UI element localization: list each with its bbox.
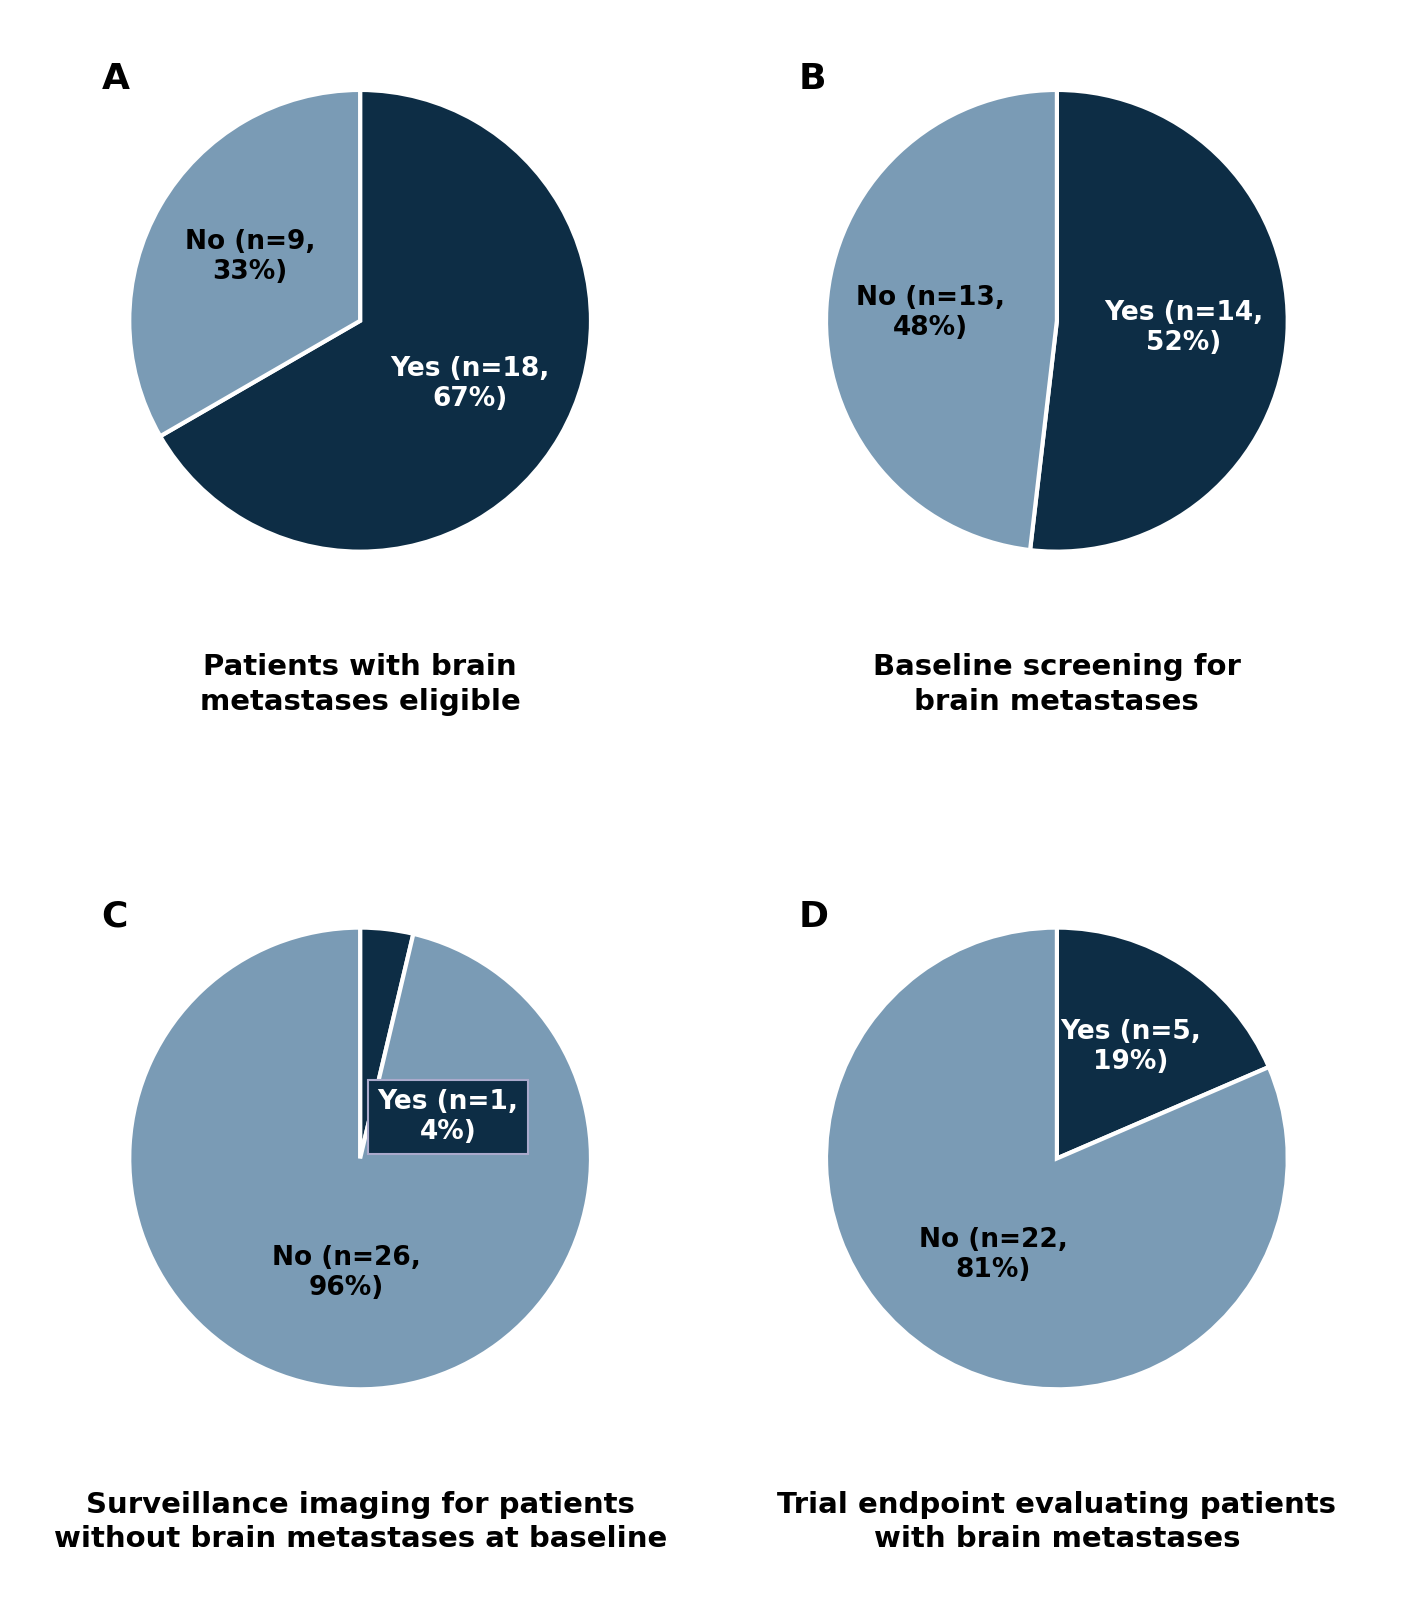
Wedge shape (160, 90, 591, 551)
Text: No (n=22,
81%): No (n=22, 81%) (920, 1227, 1068, 1283)
Text: Trial endpoint evaluating patients
with brain metastases: Trial endpoint evaluating patients with … (778, 1491, 1336, 1554)
Wedge shape (129, 927, 591, 1390)
Text: D: D (798, 899, 829, 933)
Text: No (n=9,
33%): No (n=9, 33%) (184, 229, 316, 285)
Text: No (n=26,
96%): No (n=26, 96%) (272, 1244, 421, 1301)
Text: No (n=13,
48%): No (n=13, 48%) (856, 285, 1005, 342)
Wedge shape (1057, 927, 1268, 1159)
Text: Surveillance imaging for patients
without brain metastases at baseline: Surveillance imaging for patients withou… (54, 1491, 667, 1554)
Text: Yes (n=14,
52%): Yes (n=14, 52%) (1104, 300, 1263, 356)
Text: B: B (798, 63, 826, 97)
Text: Yes (n=1,
4%): Yes (n=1, 4%) (377, 1088, 519, 1145)
Wedge shape (360, 927, 414, 1159)
Wedge shape (826, 90, 1057, 550)
Text: Baseline screening for
brain metastases: Baseline screening for brain metastases (873, 653, 1241, 716)
Text: Yes (n=18,
67%): Yes (n=18, 67%) (391, 356, 550, 413)
Text: C: C (102, 899, 128, 933)
Wedge shape (826, 927, 1288, 1390)
Wedge shape (129, 90, 360, 437)
Text: Patients with brain
metastases eligible: Patients with brain metastases eligible (200, 653, 520, 716)
Wedge shape (1030, 90, 1288, 551)
Text: A: A (102, 63, 129, 97)
Text: Yes (n=5,
19%): Yes (n=5, 19%) (1060, 1019, 1200, 1075)
